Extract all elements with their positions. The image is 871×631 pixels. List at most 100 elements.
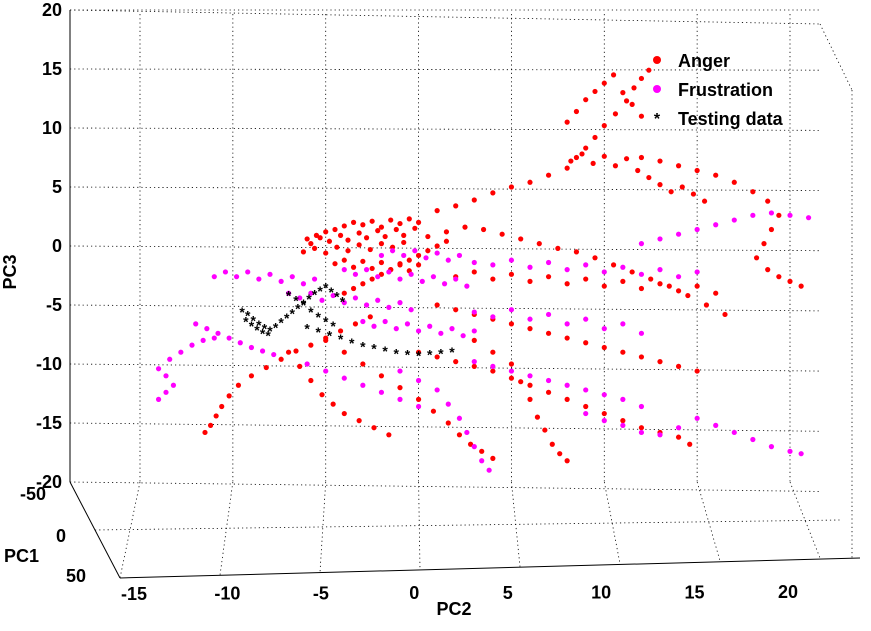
data-point <box>675 363 682 369</box>
z-axis-label: PC3 <box>0 254 20 289</box>
data-point <box>527 382 533 388</box>
data-point <box>467 441 474 447</box>
data-point <box>657 182 663 188</box>
data-point <box>397 276 403 282</box>
data-point <box>323 368 329 374</box>
data-point <box>202 429 208 436</box>
data-point <box>675 163 682 169</box>
data-point <box>612 163 619 169</box>
data-point <box>337 232 344 238</box>
data-point <box>666 283 672 289</box>
grid-line-floor <box>789 481 821 559</box>
data-point <box>412 248 418 254</box>
data-point <box>453 203 459 209</box>
data-point <box>430 408 437 414</box>
data-point <box>401 239 407 246</box>
data-point <box>805 215 812 221</box>
data-point-star: * <box>260 325 266 341</box>
data-point <box>638 285 645 292</box>
data-point <box>319 392 325 398</box>
data-point <box>330 292 336 299</box>
data-point <box>798 283 804 289</box>
data-point <box>375 297 381 303</box>
data-point <box>601 410 607 417</box>
data-point <box>508 375 515 381</box>
data-point <box>449 326 455 332</box>
data-point <box>434 302 440 308</box>
data-point <box>369 265 375 272</box>
data-point <box>382 233 388 240</box>
data-point <box>311 245 318 251</box>
data-point <box>375 228 381 234</box>
data-point <box>167 356 173 362</box>
x-tick-label: 0 <box>409 583 419 603</box>
data-point <box>453 359 459 365</box>
data-point <box>601 269 607 275</box>
data-point <box>545 259 552 266</box>
data-point <box>545 389 552 395</box>
data-point <box>508 184 515 190</box>
data-point <box>289 274 295 280</box>
data-point-star: * <box>290 305 296 321</box>
data-point <box>508 321 515 327</box>
data-point <box>434 208 440 214</box>
legend-marker-testing: * <box>654 111 661 128</box>
x-tick-label: 10 <box>591 583 611 603</box>
data-point <box>713 222 719 228</box>
data-point <box>638 403 645 410</box>
data-point-star: * <box>449 344 455 360</box>
data-point <box>456 432 463 438</box>
points-layer: * * * * * * * * * * * * * * * * * * ** * * * * * * * * * * * * * * * * * ** *… <box>155 67 812 473</box>
data-point <box>464 429 470 436</box>
data-point <box>648 276 654 282</box>
data-point <box>226 335 232 341</box>
data-point <box>787 448 793 454</box>
axis-edge-top-right <box>819 23 853 91</box>
data-point <box>768 444 775 450</box>
data-point <box>406 216 412 222</box>
data-point <box>471 363 477 369</box>
grid-line-floor <box>119 481 141 579</box>
data-point <box>462 224 468 230</box>
z-tick-label: 0 <box>52 236 62 256</box>
data-point-star: * <box>405 347 411 363</box>
data-point <box>545 330 552 336</box>
data-point <box>601 123 607 129</box>
data-point <box>534 414 541 420</box>
data-point-star: * <box>254 322 260 338</box>
y-tick-label: -50 <box>20 484 46 504</box>
data-point <box>583 403 589 410</box>
data-point <box>527 264 533 270</box>
data-point <box>397 300 403 306</box>
data-point-star: * <box>243 314 249 330</box>
data-point <box>787 278 793 284</box>
data-point <box>311 276 318 282</box>
data-point <box>635 167 641 174</box>
data-point <box>285 290 292 296</box>
data-point <box>564 396 570 402</box>
data-point <box>518 379 524 385</box>
data-point <box>685 292 691 299</box>
data-point-star: * <box>251 312 257 328</box>
data-point <box>601 392 607 398</box>
data-point <box>479 448 485 454</box>
data-point <box>675 434 682 440</box>
data-point <box>323 337 329 343</box>
x-tick-label: -5 <box>313 583 329 603</box>
data-point <box>453 307 459 313</box>
data-point <box>434 250 440 256</box>
data-point <box>490 314 496 320</box>
data-point-star: * <box>312 286 318 302</box>
data-point <box>490 190 496 196</box>
data-point <box>564 165 570 171</box>
data-point <box>638 241 645 247</box>
data-point <box>155 366 162 372</box>
data-point <box>341 290 347 296</box>
data-point <box>415 219 422 225</box>
data-point <box>163 389 169 395</box>
data-point <box>330 401 336 407</box>
data-point <box>657 158 663 164</box>
data-point <box>341 375 347 381</box>
